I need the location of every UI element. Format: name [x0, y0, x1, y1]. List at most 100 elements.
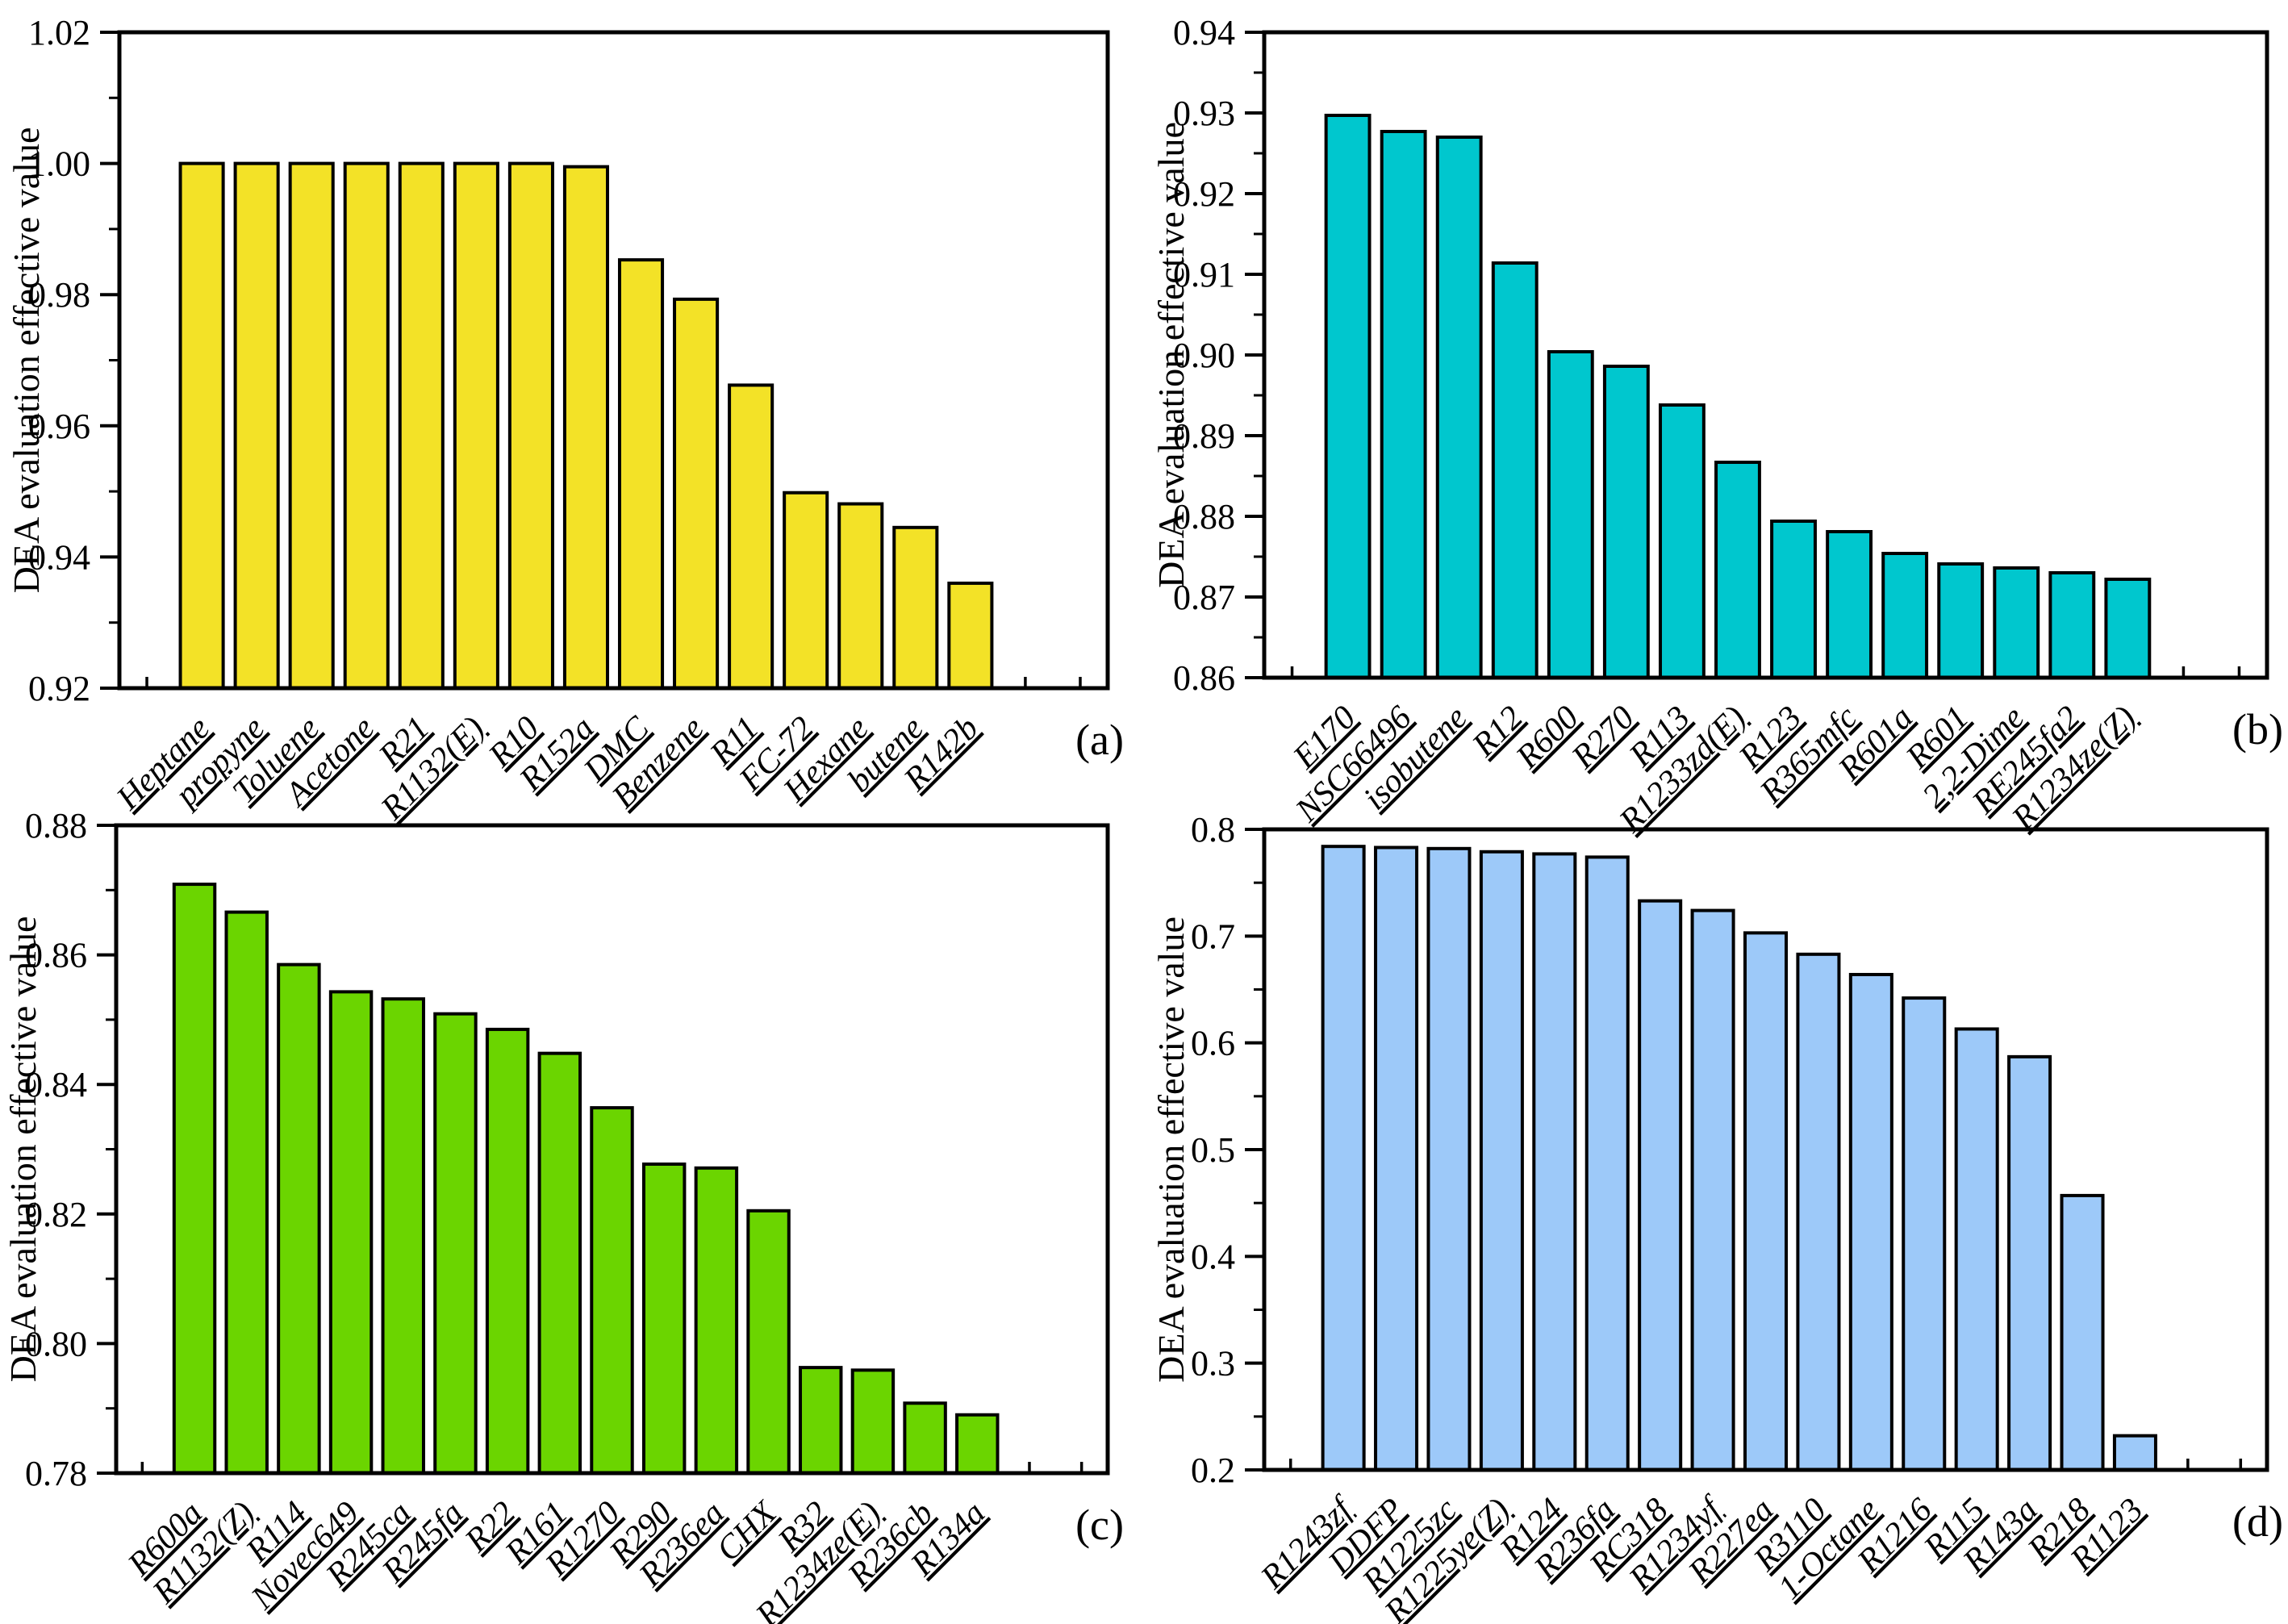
bar-R10: [507, 161, 554, 691]
bar-R290: [641, 1162, 687, 1475]
bar-R270: [1602, 365, 1650, 679]
x-category-labels: E170NSC66496isobuteneR12R600R270R113R123…: [1286, 699, 2144, 840]
x-category-label: R1132(E): [374, 710, 491, 828]
plot-frame: [1262, 827, 2269, 1472]
bar-R218: [2060, 1193, 2105, 1472]
bar-R365mfc: [1826, 530, 1873, 679]
bar-R113: [1658, 403, 1706, 679]
y-tick-label: 0.87: [1173, 578, 1235, 617]
y-tick-label: 0.82: [25, 1195, 87, 1234]
panel-letter: (c): [1075, 1501, 1124, 1549]
plot-frame: [1262, 30, 2269, 680]
bar-R600: [1547, 350, 1594, 679]
x-category-labels: HeptanepropyneTolueneAcetoneR21R1132(E)R…: [109, 709, 986, 828]
y-tick-label: 0.3: [1191, 1344, 1235, 1384]
y-axis-title: DEA evaluation effective value: [2, 916, 44, 1383]
bar-Benzene: [673, 297, 720, 690]
y-tick-label: 0.91: [1173, 255, 1235, 294]
x-category-labels: R600aR1132(Z)R114Novec649R245caR245faR22…: [120, 1493, 992, 1624]
plot-frame: [114, 823, 1110, 1476]
bar-R124: [1532, 852, 1577, 1472]
bar-R245ca: [381, 997, 425, 1475]
bar-R236fa: [1584, 855, 1630, 1472]
bar-R1234ze(Z): [2104, 578, 2152, 679]
y-tick-label: 0.86: [1173, 658, 1235, 698]
bar-RE245fa2: [2048, 571, 2096, 679]
panel-letter: (d): [2232, 1497, 2283, 1546]
panel-a: 0.92 0.94 0.96 0.98 1.00 1.02 HeptanepropyneTo…: [6, 13, 1124, 828]
bar-R1233zd(E): [1714, 461, 1761, 679]
y-tick-label: 0.88: [1173, 497, 1235, 536]
bar-R143a: [2007, 1054, 2052, 1472]
panel-b: 0.86 0.87 0.88 0.89 0.90 0.91 0.92 0.93 0.94 E170…: [1150, 13, 2283, 841]
bar-R227ea: [1743, 931, 1789, 1472]
x-category-labels: R1243zfDDFPR1225zcR1225ye(Z)R124R236faRC…: [1254, 1488, 2151, 1624]
y-tick-label: 0.94: [1173, 13, 1235, 52]
bar-R114: [277, 962, 321, 1475]
y-tick-label: 0.94: [28, 537, 90, 577]
bar-butene: [892, 525, 939, 690]
panel-letter: (b): [2232, 705, 2283, 754]
bar-R134a: [955, 1413, 1000, 1475]
bar-R1132(Z): [224, 910, 269, 1476]
bars: [1324, 114, 2152, 679]
bar-R1243zf: [1321, 845, 1366, 1472]
y-tick-label: 0.92: [1173, 174, 1235, 214]
bar-R1234yf: [1690, 908, 1735, 1472]
y-tick-label: 0.89: [1173, 416, 1235, 456]
bar-2,2-Dime: [1993, 566, 2040, 679]
bar-NSC66496: [1380, 130, 1427, 679]
bar-propyne: [233, 161, 280, 691]
bar-R142b: [947, 581, 994, 690]
bar-FC-72: [783, 491, 829, 691]
y-tick-label: 0.98: [28, 275, 90, 315]
y-tick-label: 0.78: [25, 1454, 87, 1493]
y-major-ticks: 0.2 0.3 0.4 0.5 0.6 0.7 0.8: [1191, 810, 1264, 1490]
bar-R161: [537, 1051, 582, 1475]
bar-isobutene: [1435, 136, 1483, 679]
bar-Toluene: [288, 161, 335, 691]
bar-E170: [1324, 114, 1372, 679]
bar-R123: [1770, 520, 1817, 679]
y-tick-label: 0.7: [1191, 916, 1235, 956]
bar-R152a: [562, 165, 610, 691]
bar-Novec649: [328, 990, 374, 1475]
bar-CHX: [746, 1209, 791, 1476]
bar-1-Octane: [1848, 972, 1893, 1472]
x-category-label: R600: [1509, 699, 1586, 777]
panel-letter: (a): [1075, 716, 1124, 764]
bar-Hexane: [837, 502, 884, 690]
bar-R11: [728, 383, 774, 690]
bar-R1132(E): [453, 161, 499, 691]
panel-c: 0.78 0.80 0.82 0.84 0.86 0.88 R600aR1132(Z)R11…: [2, 806, 1124, 1624]
bars: [178, 161, 994, 691]
y-major-ticks: 0.92 0.94 0.96 0.98 1.00 1.02: [28, 13, 119, 708]
bar-R600a: [172, 883, 217, 1475]
bar-R32: [799, 1366, 843, 1475]
y-tick-label: 0.80: [25, 1324, 87, 1363]
bar-R115: [1954, 1027, 1999, 1472]
bar-R1225ye(Z): [1479, 850, 1524, 1472]
y-axis-title: DEA evaluation effective value: [1150, 122, 1192, 588]
y-major-ticks: 0.78 0.80 0.82 0.84 0.86 0.88: [25, 806, 116, 1493]
bar-R236cb: [903, 1401, 947, 1475]
y-tick-label: 0.6: [1191, 1024, 1235, 1063]
y-tick-label: 0.88: [25, 806, 87, 845]
bar-R601: [1937, 562, 1985, 679]
y-tick-label: 0.96: [28, 407, 90, 446]
y-tick-label: 0.84: [25, 1065, 87, 1104]
bar-DMC: [617, 258, 665, 690]
y-axis-title: DEA evaluation effective value: [1150, 916, 1192, 1383]
x-category-label: R270: [1564, 699, 1642, 777]
bar-Acetone: [343, 161, 390, 691]
y-tick-label: 0.86: [25, 936, 87, 975]
y-tick-label: 1.00: [28, 144, 90, 184]
panel-d: 0.2 0.3 0.4 0.5 0.6 0.7 0.8 R1243zfDDFPR1225zcR…: [1150, 810, 2283, 1624]
y-tick-label: 1.02: [28, 13, 90, 52]
bar-R1270: [590, 1106, 634, 1476]
bar-R601a: [1881, 552, 1929, 679]
bar-R1234ze(E): [850, 1368, 896, 1475]
y-tick-label: 0.2: [1191, 1451, 1235, 1490]
